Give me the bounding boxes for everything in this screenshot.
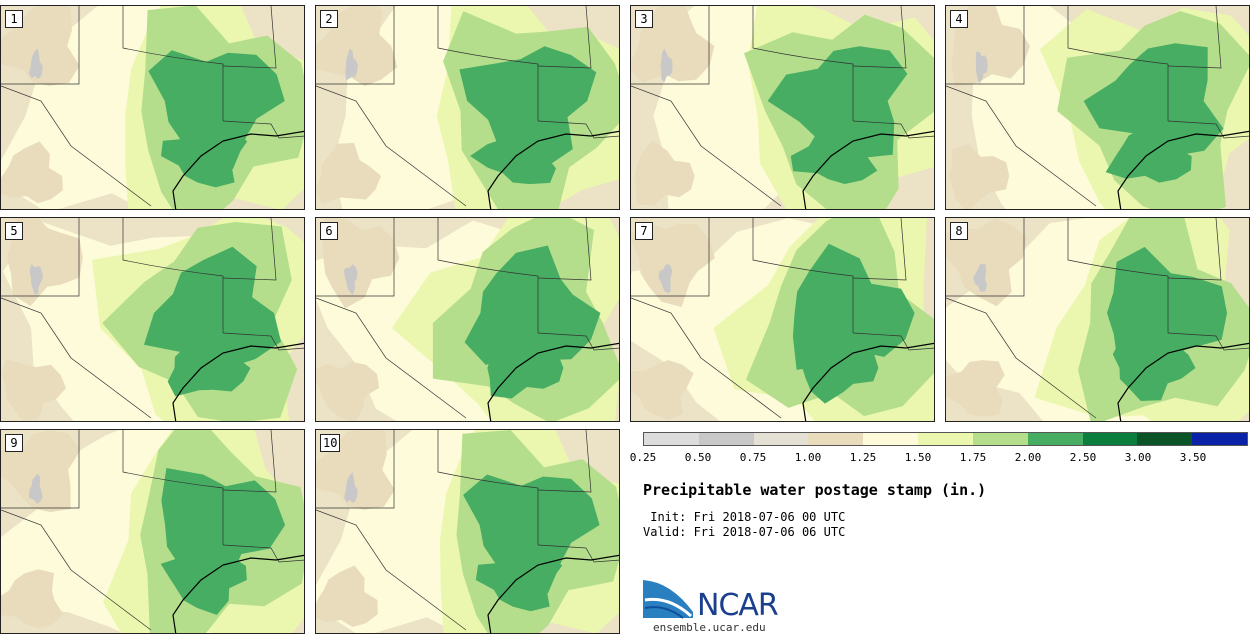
colorbar-tick-label: 0.75: [739, 451, 767, 464]
ensemble-member-map-4: 4: [945, 5, 1250, 210]
colorbar-swatch: [1137, 432, 1193, 446]
member-label: 5: [5, 222, 23, 240]
ensemble-member-map-6: 6: [315, 217, 620, 422]
ensemble-member-map-1: 1: [0, 5, 305, 210]
member-label: 8: [950, 222, 968, 240]
precipitable-water-map: [946, 6, 1249, 209]
colorbar-swatch: [698, 432, 754, 446]
colorbar-swatch: [918, 432, 973, 446]
colorbar-tick-label: 0.25: [629, 451, 657, 464]
colorbar-swatch: [1027, 432, 1083, 446]
precipitable-water-map: [631, 6, 934, 209]
ensemble-member-map-3: 3: [630, 5, 935, 210]
ncar-logo-icon: [643, 580, 693, 619]
member-label: 10: [320, 434, 341, 452]
precipitable-water-map: [316, 430, 619, 633]
colorbar-tick-label: 1.50: [904, 451, 932, 464]
member-label: 4: [950, 10, 968, 28]
colorbar-swatch: [808, 432, 864, 446]
valid-time: Valid: Fri 2018-07-06 06 UTC: [643, 525, 846, 539]
colorbar-swatch: [1082, 432, 1138, 446]
colorbar-ticks: 0.25 0.50 0.75 1.00 1.25 1.50 1.75 2.00 2.50 3.00…: [630, 451, 1255, 465]
colorbar-tick-label: 0.50: [684, 451, 712, 464]
colorbar-tick-label: 2.50: [1069, 451, 1097, 464]
colorbar-tick-label: 3.50: [1179, 451, 1207, 464]
colorbar: [643, 432, 1248, 446]
ensemble-member-map-10: 10: [315, 429, 620, 634]
precipitable-water-map: [946, 218, 1249, 421]
ensemble-member-map-2: 2: [315, 5, 620, 210]
colorbar-swatch: [753, 432, 809, 446]
colorbar-tick-label: 1.75: [959, 451, 987, 464]
member-label: 2: [320, 10, 338, 28]
colorbar-swatch: [972, 432, 1028, 446]
member-label: 9: [5, 434, 23, 452]
member-label: 3: [635, 10, 653, 28]
ensemble-member-map-9: 9: [0, 429, 305, 634]
colorbar-tick-label: 1.25: [849, 451, 877, 464]
colorbar-swatch: [863, 432, 919, 446]
ensemble-member-map-7: 7: [630, 217, 935, 422]
member-label: 1: [5, 10, 23, 28]
colorbar-tick-label: 3.00: [1124, 451, 1152, 464]
member-label: 7: [635, 222, 653, 240]
ensemble-member-map-5: 5: [0, 217, 305, 422]
site-url: ensemble.ucar.edu: [653, 621, 766, 634]
colorbar-swatch: [1192, 432, 1248, 446]
init-time: Init: Fri 2018-07-06 00 UTC: [643, 510, 846, 524]
colorbar-tick-label: 1.00: [794, 451, 822, 464]
member-label: 6: [320, 222, 338, 240]
precipitable-water-map: [1, 218, 304, 421]
precipitable-water-map: [316, 218, 619, 421]
ensemble-member-map-8: 8: [945, 217, 1250, 422]
precipitable-water-map: [631, 218, 934, 421]
precipitable-water-map: [1, 430, 304, 633]
chart-title: Precipitable water postage stamp (in.): [643, 481, 987, 499]
precipitable-water-map: [316, 6, 619, 209]
precipitable-water-map: [1, 6, 304, 209]
colorbar-tick-label: 2.00: [1014, 451, 1042, 464]
ncar-logo-text: NCAR: [697, 588, 779, 623]
colorbar-swatch: [643, 432, 699, 446]
